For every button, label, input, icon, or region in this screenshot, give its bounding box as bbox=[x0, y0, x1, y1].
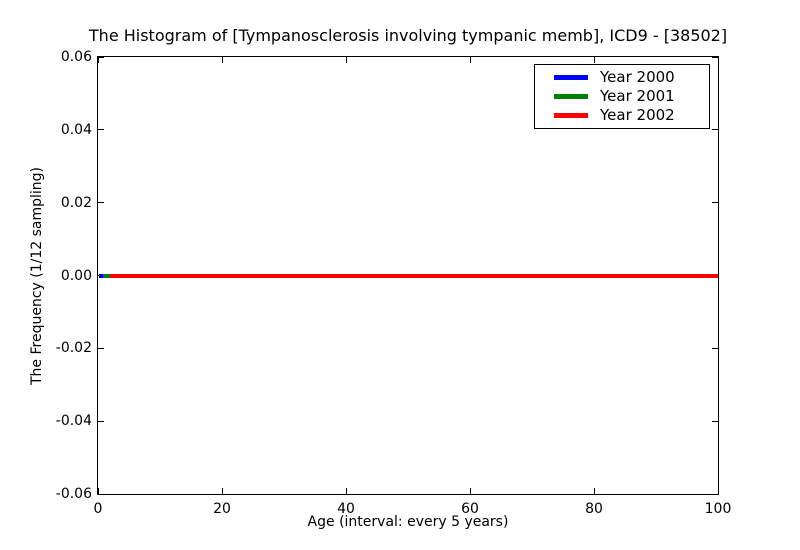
y-tick-mark-right bbox=[712, 56, 718, 58]
y-tick-label: -0.04 bbox=[55, 413, 92, 430]
series-line-segment bbox=[109, 273, 718, 278]
legend-entry-label: Year 2001 bbox=[600, 87, 675, 105]
x-tick-label: 100 bbox=[704, 501, 732, 517]
chart-title: The Histogram of [Tympanosclerosis invol… bbox=[88, 26, 728, 45]
x-tick-mark bbox=[97, 488, 99, 494]
x-tick-mark-top bbox=[97, 57, 99, 63]
x-tick-mark-top bbox=[593, 57, 595, 63]
y-tick-label: 0.06 bbox=[60, 49, 92, 65]
series-line-segment bbox=[98, 273, 104, 278]
y-tick-label: -0.02 bbox=[55, 340, 92, 357]
x-tick-label: 60 bbox=[461, 501, 479, 517]
y-tick-mark-right bbox=[712, 420, 718, 422]
x-tick-label: 80 bbox=[585, 501, 603, 517]
y-tick-mark bbox=[98, 493, 104, 495]
y-tick-mark-right bbox=[712, 202, 718, 204]
legend-entry-label: Year 2002 bbox=[600, 106, 675, 124]
legend-line-swatch bbox=[554, 75, 588, 80]
x-tick-mark-top bbox=[345, 57, 347, 63]
x-axis-label: Age (interval: every 5 years) bbox=[307, 514, 509, 530]
x-tick-mark bbox=[469, 488, 471, 494]
y-tick-mark bbox=[98, 129, 104, 131]
legend: Year 2000 Year 2001 Year 2002 bbox=[534, 64, 710, 129]
x-tick-mark-top bbox=[469, 57, 471, 63]
y-tick-mark bbox=[98, 56, 104, 58]
x-tick-mark-top bbox=[221, 57, 223, 63]
plot-area bbox=[97, 56, 719, 495]
y-tick-label: 0.00 bbox=[60, 267, 92, 284]
x-tick-label: 0 bbox=[93, 501, 103, 517]
legend-entry: Year 2002 bbox=[535, 106, 709, 125]
x-tick-mark bbox=[221, 488, 223, 494]
legend-entry: Year 2001 bbox=[535, 87, 709, 106]
x-tick-mark bbox=[717, 488, 719, 494]
x-tick-label: 40 bbox=[337, 501, 355, 517]
x-tick-mark bbox=[345, 488, 347, 494]
y-tick-label: 0.04 bbox=[60, 121, 92, 138]
legend-line-swatch bbox=[554, 94, 588, 99]
y-tick-mark bbox=[98, 202, 104, 204]
y-tick-mark bbox=[98, 347, 104, 349]
legend-entry: Year 2000 bbox=[535, 68, 709, 87]
legend-line-swatch bbox=[554, 113, 588, 118]
series-line-segment bbox=[103, 273, 110, 278]
x-tick-label: 20 bbox=[213, 501, 231, 517]
x-tick-mark-top bbox=[717, 57, 719, 63]
y-tick-label: -0.06 bbox=[55, 486, 92, 502]
legend-entry-label: Year 2000 bbox=[600, 68, 675, 86]
y-tick-mark-right bbox=[712, 493, 718, 495]
y-tick-mark-right bbox=[712, 129, 718, 131]
y-tick-mark bbox=[98, 420, 104, 422]
y-tick-label: 0.02 bbox=[60, 194, 92, 211]
x-tick-mark bbox=[593, 488, 595, 494]
y-tick-mark-right bbox=[712, 347, 718, 349]
